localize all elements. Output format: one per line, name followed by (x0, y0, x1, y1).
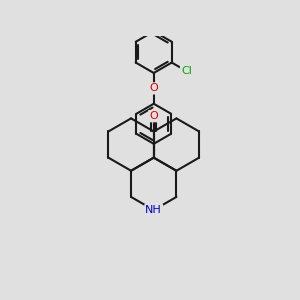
Text: O: O (149, 111, 158, 121)
Text: O: O (149, 111, 158, 121)
Text: O: O (149, 83, 158, 93)
Text: Cl: Cl (181, 66, 192, 76)
Text: NH: NH (146, 205, 162, 215)
